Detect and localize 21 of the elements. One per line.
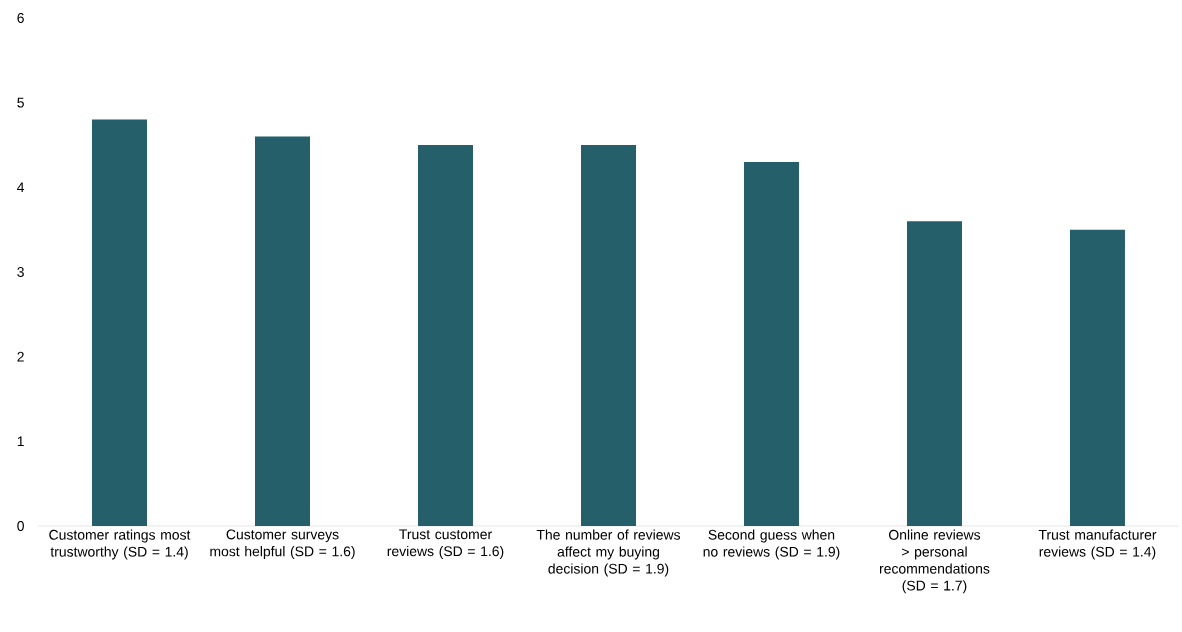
x-tick-label: Trust manufacturer reviews (SD = 1.4) (1038, 529, 1157, 560)
x-tick-label: Trust customer reviews (SD = 1.6) (387, 529, 504, 559)
bar (417, 144, 473, 526)
bar (906, 221, 962, 526)
y-tick-label: 3 (17, 267, 24, 277)
x-tick-label: Online reviews > personal recommendations (SD = 1.7) (879, 529, 990, 594)
y-tick-label: 2 (17, 351, 24, 362)
y-tick-label: 5 (17, 97, 24, 108)
bar (1069, 229, 1125, 526)
bar (743, 161, 799, 526)
x-tick-label: The number of reviews affect my buying decision (SD = 1.9) (536, 529, 681, 577)
x-tick-label: Second guess when no reviews (SD = 1.9) (703, 529, 840, 560)
bar (92, 119, 148, 526)
y-tick-label: 0 (17, 521, 24, 531)
x-tick-label: Customer surveys most helpful (SD = 1.6) (210, 529, 355, 560)
bar (580, 144, 636, 526)
y-tick-label: 4 (17, 182, 25, 193)
x-tick-label: Customer ratings most trustworthy (SD = 1.4) (49, 529, 191, 560)
bar (255, 136, 310, 526)
y-tick-label: 6 (17, 13, 24, 23)
y-tick-label: 1 (17, 436, 24, 447)
